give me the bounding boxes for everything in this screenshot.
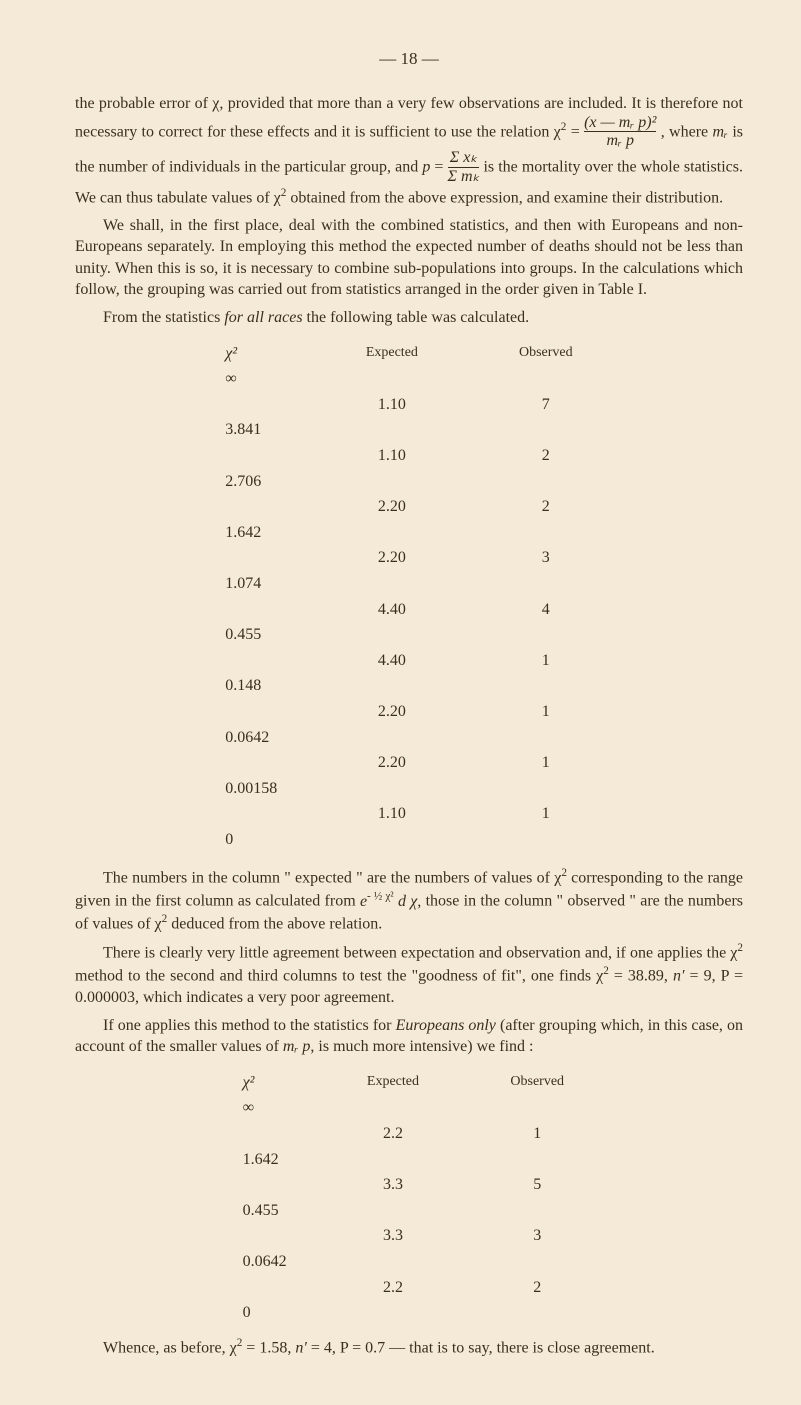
para-1-eqmid: = xyxy=(566,123,584,140)
table-cell: 2.20 xyxy=(315,545,469,571)
table-cell: 1 xyxy=(469,699,623,725)
para-4-exp-dx: d χ, xyxy=(394,893,422,910)
para-5-b: method to the second and third columns t… xyxy=(75,968,603,985)
table-cell: 4.40 xyxy=(315,597,469,623)
table-cell: 0.455 xyxy=(195,622,315,648)
para-4-a: The numbers in the column " expected " a… xyxy=(103,870,561,887)
para-4-exp-pre: e xyxy=(360,893,367,910)
para-1-frac1: (x — mᵣ p)² mᵣ p xyxy=(584,115,656,151)
table-all-races: χ² Expected Observed ∞ 1.107 3.841 1.102… xyxy=(195,341,623,853)
table-cell: 0.455 xyxy=(209,1198,321,1224)
table-cell: 0.0642 xyxy=(209,1249,321,1275)
table2-head-exp: Expected xyxy=(321,1070,465,1096)
para-1-frac2-den: Σ mₖ xyxy=(448,167,480,186)
table-cell: 2.2 xyxy=(321,1121,465,1147)
table-row: χ² Expected Observed xyxy=(209,1070,610,1096)
para-7-n: n′ xyxy=(295,1339,307,1356)
table-cell: 7 xyxy=(469,392,623,418)
table2-head-chi: χ² xyxy=(209,1070,321,1096)
table-cell: 2.20 xyxy=(315,750,469,776)
para-7-a: Whence, as before, χ xyxy=(103,1339,237,1356)
para-1-f: obtained from the above expression, and … xyxy=(286,189,723,206)
table-row: χ² Expected Observed xyxy=(195,341,623,367)
table1-head-chi: χ² xyxy=(195,341,315,367)
table-cell: 2 xyxy=(465,1275,609,1301)
table1-head-exp: Expected xyxy=(315,341,469,367)
para-6-mrp: mᵣ p xyxy=(283,1038,311,1055)
table-cell: 1.642 xyxy=(209,1147,321,1173)
table2-head-obs: Observed xyxy=(465,1070,609,1096)
table-cell: 0.00158 xyxy=(195,776,315,802)
table-cell: 3.3 xyxy=(321,1172,465,1198)
para-2: We shall, in the first place, deal with … xyxy=(75,215,743,301)
table-cell: 1.642 xyxy=(195,520,315,546)
para-5-n: n′ xyxy=(673,968,685,985)
table-europeans: χ² Expected Observed ∞ 2.21 1.642 3.35 0… xyxy=(209,1070,610,1326)
table-cell: 1.074 xyxy=(195,571,315,597)
table1-head-obs: Observed xyxy=(469,341,623,367)
table-cell: 3 xyxy=(465,1223,609,1249)
table-cell: 0 xyxy=(195,827,315,853)
page: — 18 — the probable error of χ, provided… xyxy=(0,0,801,1405)
para-1-frac1-den: mᵣ p xyxy=(584,131,656,150)
table-cell: 0 xyxy=(209,1300,321,1326)
table-cell: 1.10 xyxy=(315,392,469,418)
para-1: the probable error of χ, provided that m… xyxy=(75,93,743,209)
table-cell: 3 xyxy=(469,545,623,571)
para-1-frac2: Σ xₖ Σ mₖ xyxy=(448,150,480,186)
para-4-d: deduced from the above relation. xyxy=(167,916,382,933)
para-6-a: If one applies this method to the statis… xyxy=(103,1017,396,1034)
para-1-d: = xyxy=(430,159,447,176)
table-cell: 4.40 xyxy=(315,648,469,674)
table-cell: 2.20 xyxy=(315,494,469,520)
table-cell: 3.841 xyxy=(195,417,315,443)
para-5-c: = 38.89, xyxy=(609,968,673,985)
para-5-a: There is clearly very little agreement b… xyxy=(103,945,737,962)
para-1-frac2-num: Σ xₖ xyxy=(448,150,480,167)
table-cell: 2 xyxy=(469,443,623,469)
page-number: — 18 — xyxy=(75,48,743,71)
para-7: Whence, as before, χ2 = 1.58, n′ = 4, P … xyxy=(75,1336,743,1359)
table-cell: ∞ xyxy=(195,366,315,392)
para-4: The numbers in the column " expected " a… xyxy=(75,866,743,935)
table-cell: 1 xyxy=(469,648,623,674)
table-cell: 2 xyxy=(469,494,623,520)
para-1-mr: mᵣ xyxy=(713,123,729,140)
para-6-c: , is much more intensive) we find : xyxy=(310,1038,533,1055)
para-5-a-sup: 2 xyxy=(737,942,743,954)
para-6: If one applies this method to the statis… xyxy=(75,1015,743,1058)
table-cell: 0.0642 xyxy=(195,725,315,751)
table-cell: 5 xyxy=(465,1172,609,1198)
para-7-c: = 4, P = 0.7 — that is to say, there is … xyxy=(307,1339,655,1356)
table-cell: 2.706 xyxy=(195,469,315,495)
table-cell: 1.10 xyxy=(315,443,469,469)
table-cell: 0.148 xyxy=(195,673,315,699)
table-cell: 1 xyxy=(469,801,623,827)
para-5: There is clearly very little agreement b… xyxy=(75,941,743,1008)
para-1-frac1-num: (x — mᵣ p)² xyxy=(584,115,656,132)
table-cell: 1 xyxy=(469,750,623,776)
table-cell: 3.3 xyxy=(321,1223,465,1249)
para-7-b: = 1.58, xyxy=(242,1339,295,1356)
para-4-exp-sup: - ½ χ² xyxy=(367,890,394,902)
table-cell: 2.20 xyxy=(315,699,469,725)
para-1-b: , where xyxy=(656,123,712,140)
table-cell: 4 xyxy=(469,597,623,623)
para-3: From the statistics for all races the fo… xyxy=(75,307,743,329)
table-cell: 1.10 xyxy=(315,801,469,827)
para-6-eur: Europeans only xyxy=(396,1017,496,1034)
table-cell: 1 xyxy=(465,1121,609,1147)
table-cell: 2.2 xyxy=(321,1275,465,1301)
table-cell: ∞ xyxy=(209,1095,321,1121)
